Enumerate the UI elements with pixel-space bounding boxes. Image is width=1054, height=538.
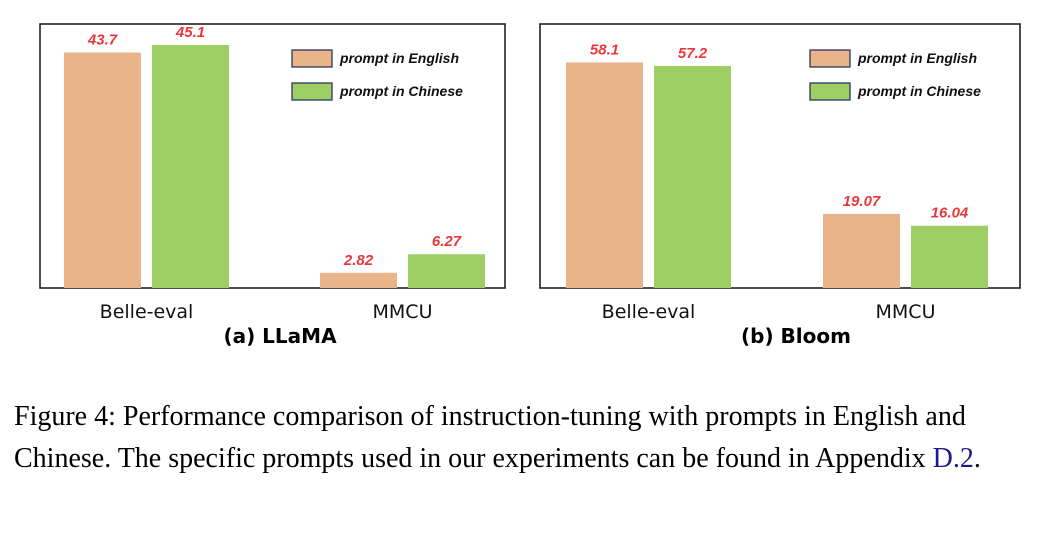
figure-caption: Figure 4: Performance comparison of inst… [14, 396, 1044, 480]
data-label: 19.07 [843, 193, 881, 210]
data-label: 16.04 [931, 205, 969, 222]
legend-label: prompt in Chinese [857, 83, 981, 99]
data-label: 2.82 [343, 252, 374, 269]
figure-charts: 43.7 45.1 Belle-eval 2.82 6.27 MMCU prompt in … [39, 23, 1021, 348]
chart-panel-llama: 43.7 45.1 Belle-eval 2.82 6.27 MMCU prompt in … [39, 23, 506, 348]
legend-label: prompt in English [857, 50, 977, 66]
bar [408, 254, 485, 288]
chart-panel-bloom: 58.1 57.2 Belle-eval 19.07 16.04 MMCU prompt i… [539, 23, 1021, 348]
bar [911, 225, 988, 288]
x-tick-label: MMCU [876, 301, 936, 323]
bar [654, 65, 731, 288]
bar [320, 272, 397, 288]
data-label: 6.27 [432, 233, 462, 250]
caption-text: Figure 4: Performance comparison of inst… [14, 401, 966, 474]
bar [64, 52, 141, 289]
bar [152, 45, 229, 289]
legend-swatch [291, 82, 333, 101]
legend-swatch [809, 49, 851, 68]
bar [823, 213, 900, 288]
bar [566, 62, 643, 288]
legend-label: prompt in Chinese [339, 83, 463, 99]
legend-swatch [809, 82, 851, 101]
x-tick-label: Belle-eval [602, 301, 696, 323]
legend-swatch [291, 49, 333, 68]
x-tick-label: MMCU [373, 301, 433, 323]
legend-label: prompt in English [339, 50, 459, 66]
caption-appendix-link[interactable]: D.2 [932, 443, 974, 474]
plot-frame [39, 23, 506, 289]
subfigure-title: (a) LLaMA [223, 324, 337, 348]
data-label: 43.7 [87, 32, 118, 49]
data-label: 57.2 [678, 45, 708, 62]
data-label: 58.1 [590, 41, 619, 58]
caption-end: . [973, 443, 981, 474]
subfigure-title: (b) Bloom [741, 324, 851, 348]
data-label: 45.1 [175, 24, 205, 41]
x-tick-label: Belle-eval [100, 301, 194, 323]
plot-frame [539, 23, 1021, 289]
